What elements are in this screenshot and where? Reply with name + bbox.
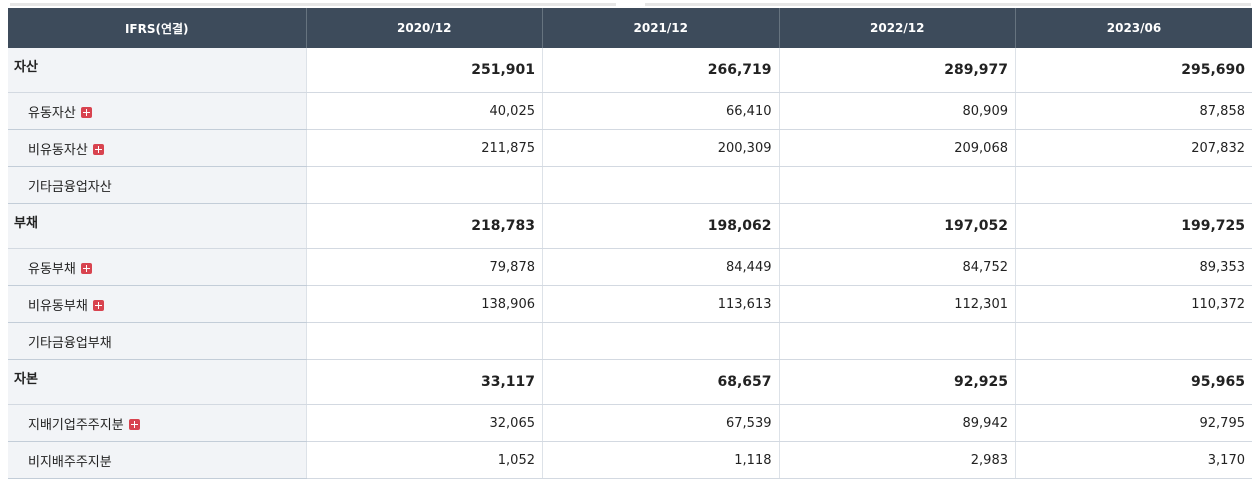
value-cell: 138,906 bbox=[306, 285, 543, 323]
value-cell: 66,410 bbox=[542, 92, 780, 130]
value-cell bbox=[779, 166, 1016, 204]
row-label: 비지배주주지분 bbox=[28, 454, 112, 470]
header-period[interactable]: 2020/12 bbox=[306, 8, 543, 48]
value-cell: 33,117 bbox=[306, 359, 543, 405]
row-label-cell[interactable]: 유동자산 bbox=[8, 92, 307, 130]
row-label: 부채 bbox=[14, 216, 38, 231]
value-cell bbox=[306, 166, 543, 204]
value-cell: 209,068 bbox=[779, 129, 1016, 167]
table-row: 지배기업주주지분 32,065 67,539 89,942 92,795 bbox=[8, 404, 1252, 442]
row-label: 기타금융업자산 bbox=[28, 179, 112, 195]
value-cell: 110,372 bbox=[1015, 285, 1252, 323]
value-cell: 1,052 bbox=[306, 441, 543, 479]
table-row: 유동부채 79,878 84,449 84,752 89,353 bbox=[8, 248, 1252, 286]
row-label: 비유동자산 bbox=[28, 142, 88, 158]
value-cell: 95,965 bbox=[1015, 359, 1252, 405]
value-cell: 84,752 bbox=[779, 248, 1016, 286]
row-label-cell[interactable]: 유동부채 bbox=[8, 248, 307, 286]
row-label-cell: 자본 bbox=[8, 359, 307, 405]
row-label-cell: 기타금융업자산 bbox=[8, 166, 307, 204]
value-cell: 87,858 bbox=[1015, 92, 1252, 130]
value-cell bbox=[542, 322, 780, 360]
value-cell: 218,783 bbox=[306, 203, 543, 249]
value-cell: 200,309 bbox=[542, 129, 780, 167]
header-period[interactable]: 2023/06 bbox=[1015, 8, 1252, 48]
value-cell: 80,909 bbox=[779, 92, 1016, 130]
expand-plus-icon[interactable] bbox=[128, 418, 140, 430]
table-row-section: 부채 218,783 198,062 197,052 199,725 bbox=[8, 203, 1252, 249]
value-cell: 84,449 bbox=[542, 248, 780, 286]
value-cell: 251,901 bbox=[306, 48, 543, 93]
expand-plus-icon[interactable] bbox=[92, 299, 104, 311]
value-cell: 198,062 bbox=[542, 203, 780, 249]
expand-plus-icon[interactable] bbox=[80, 262, 92, 274]
table-row-section: 자본 33,117 68,657 92,925 95,965 bbox=[8, 359, 1252, 405]
value-cell: 197,052 bbox=[779, 203, 1016, 249]
table-row: 기타금융업자산 bbox=[8, 166, 1252, 204]
top-divider bbox=[0, 0, 1257, 8]
value-cell: 79,878 bbox=[306, 248, 543, 286]
value-cell: 89,353 bbox=[1015, 248, 1252, 286]
table-row: 비유동자산 211,875 200,309 209,068 207,832 bbox=[8, 129, 1252, 167]
header-accounting-standard: IFRS(연결) bbox=[8, 8, 307, 48]
row-label: 지배기업주주지분 bbox=[28, 417, 124, 433]
row-label-cell: 기타금융업부채 bbox=[8, 322, 307, 360]
table-row-section: 자산 251,901 266,719 289,977 295,690 bbox=[8, 48, 1252, 93]
row-label-cell: 비지배주주지분 bbox=[8, 441, 307, 479]
financial-position-table: IFRS(연결) 2020/12 2021/12 2022/12 2023/06… bbox=[8, 8, 1252, 479]
row-label: 기타금융업부채 bbox=[28, 335, 112, 351]
value-cell: 207,832 bbox=[1015, 129, 1252, 167]
table-row: 기타금융업부채 bbox=[8, 322, 1252, 360]
header-period[interactable]: 2021/12 bbox=[542, 8, 780, 48]
value-cell: 2,983 bbox=[779, 441, 1016, 479]
row-label-cell: 부채 bbox=[8, 203, 307, 249]
value-cell: 1,118 bbox=[542, 441, 780, 479]
row-label-cell[interactable]: 비유동부채 bbox=[8, 285, 307, 323]
value-cell bbox=[542, 166, 780, 204]
value-cell bbox=[1015, 322, 1252, 360]
row-label: 유동자산 bbox=[28, 105, 76, 121]
value-cell bbox=[306, 322, 543, 360]
value-cell: 3,170 bbox=[1015, 441, 1252, 479]
value-cell: 112,301 bbox=[779, 285, 1016, 323]
row-label: 자본 bbox=[14, 372, 38, 387]
value-cell: 92,925 bbox=[779, 359, 1016, 405]
table-header-row: IFRS(연결) 2020/12 2021/12 2022/12 2023/06 bbox=[8, 8, 1252, 48]
expand-plus-icon[interactable] bbox=[92, 143, 104, 155]
value-cell: 266,719 bbox=[542, 48, 780, 93]
value-cell: 89,942 bbox=[779, 404, 1016, 442]
table-row: 비지배주주지분 1,052 1,118 2,983 3,170 bbox=[8, 441, 1252, 479]
value-cell: 40,025 bbox=[306, 92, 543, 130]
value-cell: 289,977 bbox=[779, 48, 1016, 93]
expand-plus-icon[interactable] bbox=[80, 106, 92, 118]
value-cell bbox=[1015, 166, 1252, 204]
value-cell: 211,875 bbox=[306, 129, 543, 167]
value-cell: 32,065 bbox=[306, 404, 543, 442]
value-cell bbox=[779, 322, 1016, 360]
value-cell: 199,725 bbox=[1015, 203, 1252, 249]
header-period[interactable]: 2022/12 bbox=[779, 8, 1016, 48]
value-cell: 68,657 bbox=[542, 359, 780, 405]
row-label: 비유동부채 bbox=[28, 298, 88, 314]
row-label: 유동부채 bbox=[28, 261, 76, 277]
value-cell: 113,613 bbox=[542, 285, 780, 323]
row-label-cell[interactable]: 지배기업주주지분 bbox=[8, 404, 307, 442]
value-cell: 67,539 bbox=[542, 404, 780, 442]
table-row: 유동자산 40,025 66,410 80,909 87,858 bbox=[8, 92, 1252, 130]
value-cell: 92,795 bbox=[1015, 404, 1252, 442]
row-label-cell: 자산 bbox=[8, 48, 307, 93]
table-row: 비유동부채 138,906 113,613 112,301 110,372 bbox=[8, 285, 1252, 323]
value-cell: 295,690 bbox=[1015, 48, 1252, 93]
row-label: 자산 bbox=[14, 60, 38, 75]
row-label-cell[interactable]: 비유동자산 bbox=[8, 129, 307, 167]
